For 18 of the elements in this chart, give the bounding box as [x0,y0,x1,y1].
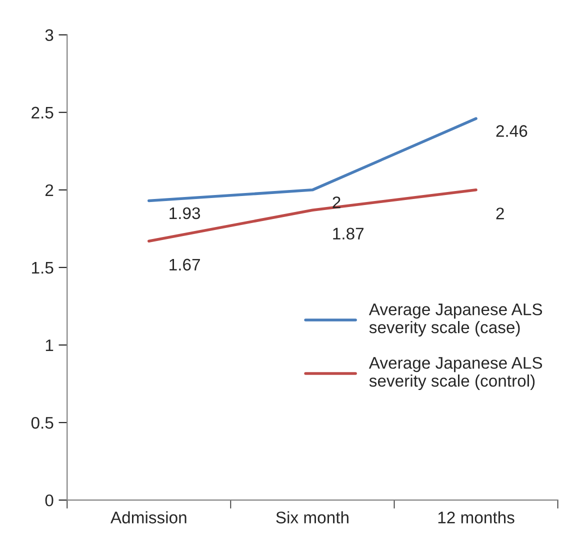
data-label: 1.67 [170,258,200,271]
data-label: 1.87 [333,228,364,240]
data-label: 2.46 [496,125,528,137]
y-tick-label: 2.5 [32,106,54,119]
y-tick-label: 2 [45,184,54,196]
y-tick-label: 0 [45,494,54,506]
legend-label: Average Japanese ALS severity scale (case) [368,304,542,337]
x-tick-label: 12 months [438,511,514,524]
data-label: 2 [332,196,340,208]
y-tick-label: 0.5 [31,416,54,429]
y-tick-label: 3 [45,29,54,42]
data-label: 1.93 [170,207,200,220]
y-tick-label: 1.5 [32,262,54,274]
data-label: 2 [496,208,504,220]
x-tick-label: Admission [110,511,186,524]
x-tick-label: Six month [276,511,348,524]
y-tick-label: 1 [46,340,54,352]
legend-label: Average Japanese ALS severity scale (control) [368,356,542,390]
